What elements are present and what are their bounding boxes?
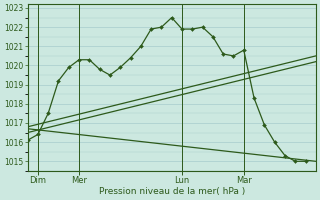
X-axis label: Pression niveau de la mer( hPa ): Pression niveau de la mer( hPa ) bbox=[99, 187, 245, 196]
